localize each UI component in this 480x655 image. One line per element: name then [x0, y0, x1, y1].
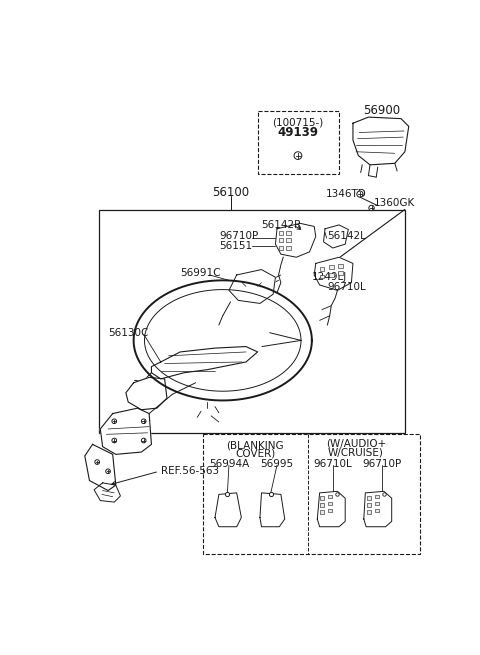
Text: (W/AUDIO+: (W/AUDIO+ — [326, 439, 386, 449]
Bar — [338, 271, 343, 275]
Polygon shape — [229, 270, 276, 303]
Bar — [375, 495, 379, 498]
Bar — [320, 496, 324, 500]
Bar — [320, 267, 324, 271]
Text: 56900: 56900 — [363, 104, 400, 117]
Bar — [328, 509, 332, 512]
Circle shape — [142, 419, 146, 424]
Bar — [375, 509, 379, 512]
Polygon shape — [85, 444, 116, 491]
Bar — [204, 434, 420, 553]
Circle shape — [95, 460, 99, 464]
Text: 1346TD: 1346TD — [326, 189, 367, 199]
Polygon shape — [314, 257, 353, 290]
Text: 56991C: 56991C — [180, 269, 221, 278]
Text: 49139: 49139 — [277, 126, 318, 139]
Text: 56130C: 56130C — [108, 328, 148, 338]
Text: 1360GK: 1360GK — [374, 198, 415, 208]
Circle shape — [369, 205, 374, 211]
Text: 56100: 56100 — [212, 186, 249, 199]
Text: REF.56-563: REF.56-563 — [161, 466, 219, 476]
Text: 56142L: 56142L — [327, 231, 366, 242]
Bar — [367, 510, 371, 514]
Text: COVER): COVER) — [235, 449, 276, 458]
Circle shape — [142, 438, 146, 443]
Bar — [286, 231, 291, 234]
Bar — [258, 111, 339, 174]
Circle shape — [106, 469, 110, 474]
Bar — [367, 496, 371, 500]
Bar — [99, 210, 405, 433]
Bar — [278, 246, 283, 250]
Circle shape — [294, 152, 302, 159]
Circle shape — [112, 419, 117, 424]
Polygon shape — [215, 493, 241, 527]
Text: 96710L: 96710L — [313, 458, 352, 468]
Text: (100715-): (100715-) — [272, 117, 324, 128]
Bar — [338, 264, 343, 268]
Text: 56995: 56995 — [261, 458, 294, 468]
Polygon shape — [353, 117, 409, 165]
Bar — [328, 495, 332, 498]
Circle shape — [357, 191, 363, 197]
Bar — [278, 231, 283, 234]
Text: 1249LJ: 1249LJ — [312, 272, 347, 282]
Polygon shape — [364, 491, 392, 527]
Bar — [320, 274, 324, 278]
Text: 96710L: 96710L — [327, 282, 366, 291]
Polygon shape — [94, 483, 120, 502]
Bar — [375, 502, 379, 505]
Text: 56994A: 56994A — [209, 458, 249, 468]
Bar — [328, 502, 332, 505]
Polygon shape — [100, 408, 152, 455]
Bar — [278, 238, 283, 242]
Text: 56142R: 56142R — [262, 220, 302, 230]
Bar — [286, 246, 291, 250]
Text: 96710P: 96710P — [219, 231, 258, 242]
Text: W/CRUISE): W/CRUISE) — [328, 447, 384, 457]
Polygon shape — [324, 225, 348, 248]
Polygon shape — [260, 493, 285, 527]
Polygon shape — [276, 223, 316, 257]
Circle shape — [112, 438, 117, 443]
Bar — [286, 238, 291, 242]
Polygon shape — [126, 377, 167, 409]
Bar — [367, 503, 371, 507]
Text: 96710P: 96710P — [362, 458, 401, 468]
Text: (BLANKING: (BLANKING — [227, 440, 284, 450]
Bar — [329, 273, 334, 277]
Text: 56151: 56151 — [219, 240, 252, 251]
Bar — [329, 265, 334, 269]
Bar — [320, 510, 324, 514]
Polygon shape — [152, 346, 258, 379]
Bar — [320, 503, 324, 507]
Polygon shape — [317, 491, 345, 527]
